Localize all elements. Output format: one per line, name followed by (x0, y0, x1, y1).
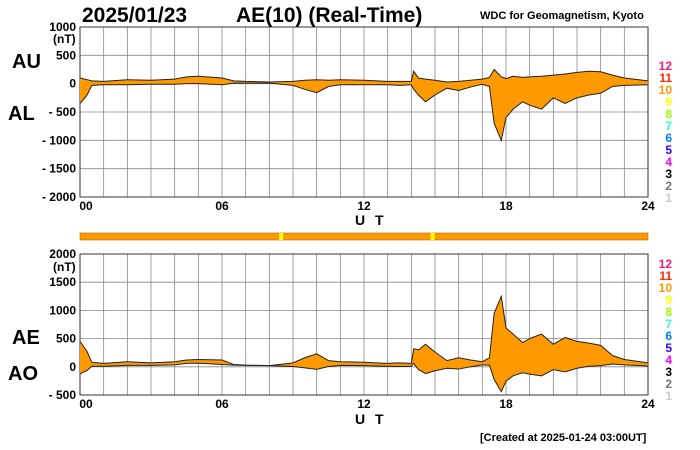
y-tick-label: - 2000 (42, 190, 76, 204)
filled-band (80, 69, 648, 141)
x-axis-label-top: U T (355, 212, 387, 228)
legend-level-2: 2 (665, 377, 672, 391)
legend-level-11: 11 (659, 71, 672, 85)
station-bar-highlight (279, 233, 284, 240)
x-tick-label: 24 (641, 397, 655, 411)
legend-level-5: 5 (665, 143, 672, 157)
x-tick-label: 18 (499, 199, 513, 213)
legend-level-4: 4 (665, 353, 672, 367)
y-tick-label: 0 (69, 77, 76, 91)
y-tick-label: 1500 (49, 275, 76, 289)
y-tick-label: 1000 (49, 303, 76, 317)
y-tick-label: - 500 (49, 105, 77, 119)
x-tick-label: 06 (215, 199, 229, 213)
legend-level-10: 10 (658, 83, 672, 97)
station-count-bar (79, 232, 649, 241)
legend-level-6: 6 (665, 131, 672, 145)
source-label: WDC for Geomagnetism, Kyoto (480, 10, 644, 22)
x-axis-label-bottom: U T (355, 411, 387, 427)
y-tick-label: - 500 (49, 388, 77, 402)
series-line-ao (79, 362, 649, 393)
y-tick-label: - 1000 (42, 133, 76, 147)
x-tick-label: 00 (79, 199, 93, 213)
legend-level-12: 12 (658, 59, 672, 73)
x-tick-label: 00 (79, 397, 93, 411)
au-label: AU (12, 51, 41, 73)
al-label: AL (8, 103, 35, 125)
y-tick-label: 500 (56, 332, 76, 346)
plot-frame (79, 253, 649, 396)
station-bar-fill (79, 232, 649, 241)
ao-label: AO (8, 363, 38, 385)
x-tick-label: 18 (499, 397, 513, 411)
y-tick-label: - 1500 (42, 162, 76, 176)
unit-label-bottom: (nT) (53, 260, 76, 274)
ae-label: AE (12, 327, 40, 349)
x-tick-label: 12 (357, 199, 371, 213)
y-tick-label: 2000 (49, 247, 76, 261)
unit-label-top: (nT) (53, 32, 76, 46)
legend-level-5: 5 (665, 341, 672, 355)
date-title: 2025/01/23 (82, 4, 188, 27)
y-tick-label: 0 (69, 360, 76, 374)
legend-level-1: 1 (665, 191, 672, 205)
legend-level-7: 7 (665, 317, 672, 331)
y-tick-label: 500 (56, 48, 76, 62)
series-line-au (79, 68, 649, 83)
legend-level-12: 12 (658, 257, 672, 271)
legend-level-3: 3 (665, 167, 672, 181)
legend-level-10: 10 (658, 281, 672, 295)
series-line-ae (79, 294, 649, 367)
chart-title: AE(10) (Real-Time) (236, 4, 423, 27)
legend-level-11: 11 (659, 269, 672, 283)
legend-level-1: 1 (665, 389, 672, 403)
legend-level-6: 6 (665, 329, 672, 343)
legend-level-9: 9 (665, 293, 672, 307)
legend-level-2: 2 (665, 179, 672, 193)
legend-level-4: 4 (665, 155, 672, 169)
station-bar-highlight (430, 233, 435, 240)
x-tick-label: 06 (215, 397, 229, 411)
legend-level-3: 3 (665, 365, 672, 379)
plot-frame (79, 26, 649, 198)
created-timestamp: [Created at 2025-01-24 03:00UT] (480, 432, 647, 444)
series-line-al (79, 82, 649, 143)
y-tick-label: 1000 (49, 20, 76, 34)
legend-level-8: 8 (665, 107, 672, 121)
x-tick-label: 12 (357, 397, 371, 411)
legend-level-7: 7 (665, 119, 672, 133)
legend-level-9: 9 (665, 95, 672, 109)
filled-band (80, 296, 648, 392)
x-tick-label: 24 (641, 199, 655, 213)
legend-level-8: 8 (665, 305, 672, 319)
